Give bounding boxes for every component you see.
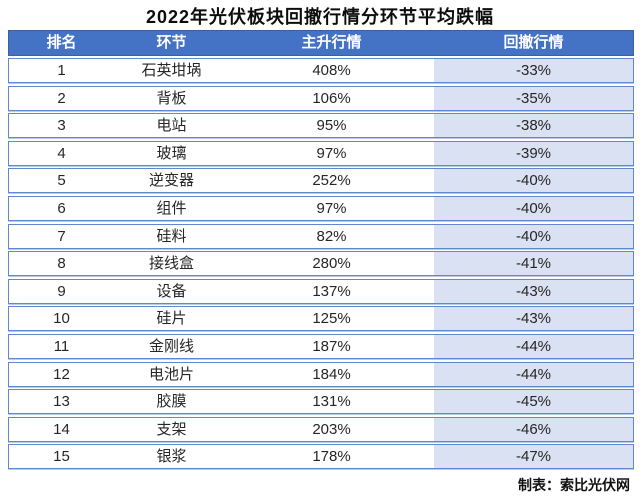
table-row: 6 组件 97% -40%	[8, 195, 634, 221]
cell-drawdown: -33%	[434, 59, 633, 82]
cell-main-rise: 408%	[312, 62, 351, 79]
cell-rank: 1	[57, 62, 66, 79]
cell-drawdown: -46%	[434, 417, 633, 441]
cell-main-rise: 203%	[312, 420, 351, 438]
column-header-drawdown: 回撤行情	[503, 34, 564, 51]
cell-segment: 逆变器	[148, 172, 194, 190]
cell-main-rise: 280%	[312, 255, 351, 273]
column-header-rank: 排名	[46, 34, 77, 51]
cell-drawdown: -47%	[434, 445, 633, 469]
table-row: 3 电站 95% -38%	[8, 113, 634, 139]
cell-drawdown: -40%	[434, 169, 633, 193]
cell-segment: 电站	[156, 117, 187, 135]
table-row: 7 硅料 82% -40%	[8, 223, 634, 249]
cell-drawdown: -40%	[434, 196, 633, 220]
cell-segment: 金刚线	[148, 337, 194, 355]
table-credit: 制表：索比光伏网	[518, 477, 630, 493]
cell-rank: 14	[53, 420, 70, 438]
table-row: 15 银浆 178% -47%	[8, 444, 634, 470]
cell-segment: 接线盒	[148, 255, 194, 273]
cell-main-rise: 125%	[312, 310, 351, 328]
cell-main-rise: 82%	[316, 227, 347, 245]
cell-drawdown: -35%	[434, 86, 633, 110]
cell-segment: 背板	[156, 89, 187, 107]
table-row: 1 石英坩埚 408% -33%	[8, 58, 634, 83]
table-row: 11 金刚线 187% -44%	[8, 333, 634, 359]
cell-segment: 胶膜	[156, 393, 187, 411]
cell-segment: 电池片	[148, 365, 194, 383]
cell-drawdown: -43%	[434, 307, 633, 331]
cell-rank: 7	[57, 227, 66, 245]
column-header-main-rise: 主升行情	[301, 34, 362, 51]
cell-rank: 9	[57, 282, 66, 300]
cell-rank: 2	[57, 89, 66, 107]
cell-segment: 组件	[156, 199, 187, 217]
cell-main-rise: 97%	[316, 144, 347, 162]
cell-main-rise: 137%	[312, 282, 351, 300]
table-row: 5 逆变器 252% -40%	[8, 168, 634, 194]
cell-main-rise: 184%	[312, 365, 351, 383]
table-row: 9 设备 137% -43%	[8, 278, 634, 304]
cell-segment: 设备	[156, 282, 187, 300]
cell-drawdown: -45%	[434, 390, 633, 414]
table-row: 13 胶膜 131% -45%	[8, 389, 634, 415]
cell-rank: 3	[57, 117, 66, 135]
table-header-row: 排名 环节 主升行情 回撤行情	[8, 30, 634, 56]
cell-segment: 银浆	[156, 448, 187, 466]
table-row: 12 电池片 184% -44%	[8, 361, 634, 387]
cell-rank: 6	[57, 199, 66, 217]
cell-drawdown: -44%	[434, 362, 633, 386]
cell-rank: 4	[57, 144, 66, 162]
cell-rank: 12	[53, 365, 70, 383]
cell-segment: 玻璃	[156, 144, 187, 162]
cell-main-rise: 187%	[312, 337, 351, 355]
table-row: 2 背板 106% -35%	[8, 85, 634, 111]
table-row: 10 硅片 125% -43%	[8, 306, 634, 332]
data-table: 排名 环节 主升行情 回撤行情 1 石英坩埚 408% -33% 2 背板 10…	[8, 30, 634, 472]
cell-main-rise: 252%	[312, 172, 351, 190]
cell-rank: 11	[53, 337, 70, 355]
table-row: 4 玻璃 97% -39%	[8, 140, 634, 166]
cell-rank: 8	[57, 255, 66, 273]
cell-main-rise: 131%	[312, 393, 351, 411]
table-row: 14 支架 203% -46%	[8, 416, 634, 442]
table-body: 1 石英坩埚 408% -33% 2 背板 106% -35% 3 电站 95%…	[8, 58, 634, 470]
cell-main-rise: 97%	[316, 199, 347, 217]
cell-rank: 13	[53, 393, 70, 411]
cell-segment: 硅片	[156, 310, 187, 328]
cell-rank: 15	[53, 448, 70, 466]
cell-rank: 10	[53, 310, 70, 328]
cell-drawdown: -41%	[434, 252, 633, 276]
cell-drawdown: -43%	[434, 279, 633, 303]
table-row: 8 接线盒 280% -41%	[8, 251, 634, 277]
cell-segment: 石英坩埚	[141, 62, 202, 79]
cell-main-rise: 95%	[316, 117, 347, 135]
page-title: 2022年光伏板块回撤行情分环节平均跌幅	[145, 7, 495, 27]
cell-drawdown: -44%	[434, 334, 633, 358]
cell-rank: 5	[57, 172, 66, 190]
cell-drawdown: -40%	[434, 224, 633, 248]
cell-drawdown: -38%	[434, 114, 633, 138]
cell-drawdown: -39%	[434, 141, 633, 165]
cell-main-rise: 178%	[312, 448, 351, 466]
cell-main-rise: 106%	[312, 89, 351, 107]
cell-segment: 支架	[156, 420, 187, 438]
cell-segment: 硅料	[156, 227, 187, 245]
column-header-segment: 环节	[156, 34, 187, 51]
